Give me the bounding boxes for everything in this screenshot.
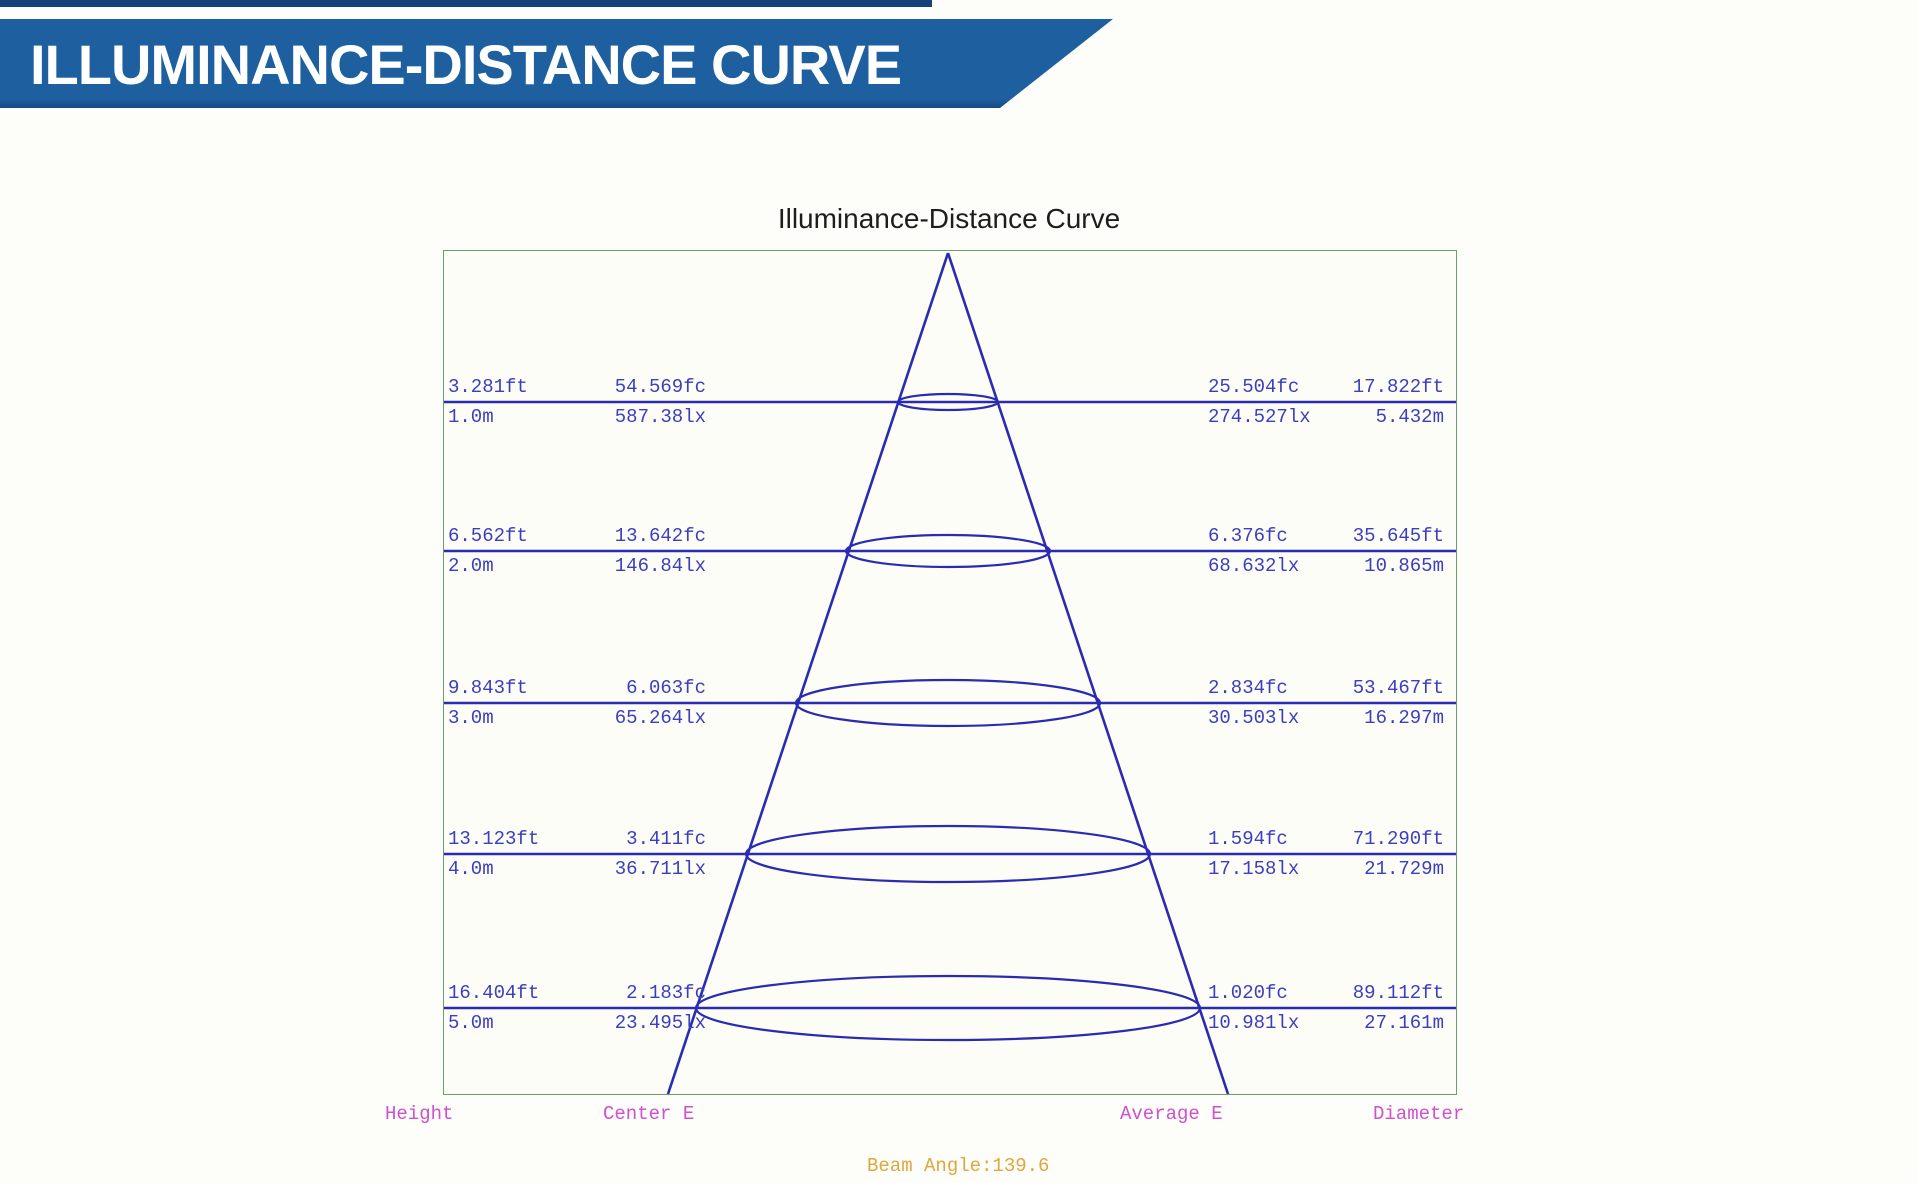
banner-top-strip xyxy=(0,0,932,7)
value-center-lx: 65.264lx xyxy=(614,707,706,729)
value-center-fc: 13.642fc xyxy=(614,525,706,547)
beam-spread-ellipse xyxy=(694,974,1202,1042)
beam-spread-ellipse xyxy=(896,392,1000,412)
value-center-fc: 6.063fc xyxy=(626,677,706,699)
value-center-fc: 54.569fc xyxy=(614,376,706,398)
value-height-ft: 16.404ft xyxy=(448,982,540,1004)
value-height-ft: 9.843ft xyxy=(448,677,528,699)
beam-spread-ellipse xyxy=(794,678,1102,728)
value-diameter-m: 21.729m xyxy=(1364,858,1444,880)
value-average-lx: 30.503lx xyxy=(1208,707,1300,729)
value-diameter-m: 16.297m xyxy=(1364,707,1444,729)
value-average-fc: 6.376fc xyxy=(1208,525,1288,547)
beam-spread-ellipse xyxy=(744,824,1152,884)
chart-area: 3.281ft 1.0m 54.569fc 587.38lx 25.504fc 274.5… xyxy=(443,250,1457,1095)
value-average-lx: 68.632lx xyxy=(1208,555,1300,577)
beam-cone-right-edge xyxy=(946,252,1230,1094)
value-diameter-m: 5.432m xyxy=(1375,406,1444,428)
value-height-m: 3.0m xyxy=(448,707,494,729)
value-average-fc: 1.594fc xyxy=(1208,828,1288,850)
value-height-m: 4.0m xyxy=(448,858,494,880)
beam-angle-label: Beam Angle:139.6 xyxy=(867,1155,1050,1177)
title-banner: ILLUMINANCE-DISTANCE CURVE xyxy=(0,19,1113,108)
value-center-fc: 3.411fc xyxy=(626,828,706,850)
value-average-lx: 274.527lx xyxy=(1208,406,1311,428)
value-average-fc: 1.020fc xyxy=(1208,982,1288,1004)
axis-label-average-e: Average E xyxy=(1120,1103,1223,1125)
beam-cone-diagram xyxy=(444,252,1456,1094)
value-height-ft: 13.123ft xyxy=(448,828,540,850)
value-height-m: 1.0m xyxy=(448,406,494,428)
axis-label-height: Height xyxy=(385,1103,454,1125)
chart-value-layer: 3.281ft 1.0m 54.569fc 587.38lx 25.504fc 274.5… xyxy=(444,251,1456,1094)
value-center-lx: 23.495lx xyxy=(614,1012,706,1034)
value-center-lx: 146.84lx xyxy=(614,555,706,577)
value-center-lx: 36.711lx xyxy=(614,858,706,880)
chart-title: Illuminance-Distance Curve xyxy=(777,203,1121,234)
axis-label-diameter: Diameter xyxy=(1373,1103,1465,1125)
beam-spread-ellipse xyxy=(844,533,1052,569)
value-center-fc: 2.183fc xyxy=(626,982,706,1004)
value-average-fc: 2.834fc xyxy=(1208,677,1288,699)
value-average-lx: 17.158lx xyxy=(1208,858,1300,880)
value-center-lx: 587.38lx xyxy=(614,406,706,428)
value-diameter-ft: 71.290ft xyxy=(1352,828,1444,850)
axis-label-center-e: Center E xyxy=(603,1103,695,1125)
value-height-m: 5.0m xyxy=(448,1012,494,1034)
value-diameter-ft: 17.822ft xyxy=(1352,376,1444,398)
value-diameter-ft: 53.467ft xyxy=(1352,677,1444,699)
value-height-ft: 3.281ft xyxy=(448,376,528,398)
beam-cone-left-edge xyxy=(666,252,950,1094)
value-average-fc: 25.504fc xyxy=(1208,376,1300,398)
value-diameter-m: 27.161m xyxy=(1364,1012,1444,1034)
value-diameter-m: 10.865m xyxy=(1364,555,1444,577)
value-average-lx: 10.981lx xyxy=(1208,1012,1300,1034)
value-height-ft: 6.562ft xyxy=(448,525,528,547)
value-diameter-ft: 35.645ft xyxy=(1352,525,1444,547)
page-title: ILLUMINANCE-DISTANCE CURVE xyxy=(30,33,902,96)
value-diameter-ft: 89.112ft xyxy=(1352,982,1444,1004)
value-height-m: 2.0m xyxy=(448,555,494,577)
